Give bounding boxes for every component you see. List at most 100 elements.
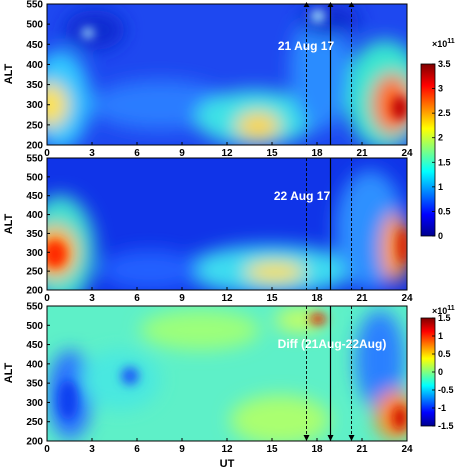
x-tick-label: 12 [221, 148, 233, 159]
colorbar-diff: -1.5 -1 -0.5 0 0.5 1 1.5 ×1011 [420, 305, 455, 431]
panel-diff: 0 3 6 9 12 15 18 21 24 200250300350400450500550 … [3, 302, 413, 471]
ut-marker-arrow [348, 435, 355, 441]
y-axis-label-21-aug: ALT [3, 63, 15, 84]
ut-marker-lines-22-aug [306, 158, 352, 290]
colorbar-top: 0 0.5 1 1.5 2 2.5 3 3.5 ×1011 [420, 38, 455, 241]
x-tick-label: 3 [89, 148, 95, 159]
x-ticks-diff: 0 3 6 9 12 15 18 21 24 [44, 438, 413, 455]
x-tick-label: 18 [311, 148, 323, 159]
y-tick-label: 250 [26, 267, 43, 278]
y-tick-label: 400 [26, 359, 43, 370]
y-ticks-22-aug: 200 250 300 350 400 450 500 550 [26, 154, 50, 297]
heatmap-22-aug [47, 158, 407, 290]
x-tick-label: 18 [311, 444, 323, 455]
colorbar-top-ticks: 0 0.5 1 1.5 2 2.5 3 3.5 [432, 59, 451, 241]
x-tick-label: 24 [401, 293, 413, 304]
y-tick-label: 550 [26, 0, 43, 11]
colorbar-tick-label: 0 [438, 231, 443, 241]
colorbar-tick-label: 1.5 [438, 313, 451, 323]
x-tick-label: 24 [401, 444, 413, 455]
colorbar-tick-label: -0.5 [438, 385, 454, 395]
y-tick-label: 550 [26, 302, 43, 313]
colorbar-tick-label: 0.5 [438, 349, 451, 359]
x-tick-label: 0 [44, 148, 50, 159]
ut-marker-arrow [303, 2, 310, 7]
y-tick-label: 400 [26, 60, 43, 71]
x-tick-label: 12 [221, 444, 233, 455]
x-tick-label: 3 [89, 293, 95, 304]
annotation-22-aug: 22 Aug 17 [274, 189, 331, 203]
y-ticks-21-aug: 200 250 300 350 400 450 500 550 [26, 0, 50, 152]
x-tick-label: 18 [311, 293, 323, 304]
heatmap-diff [47, 306, 407, 441]
x-tick-label: 12 [221, 293, 233, 304]
colorbar-tick-label: 1 [438, 182, 443, 192]
colorbar-tick-label: 1.5 [438, 157, 451, 167]
colorbar-tick-label: 3 [438, 84, 443, 94]
colorbar-tick-label: 2 [438, 133, 443, 143]
y-tick-label: 500 [26, 172, 43, 183]
y-tick-label: 300 [26, 248, 43, 259]
x-tick-label: 0 [44, 444, 50, 455]
x-tick-label: 15 [266, 444, 278, 455]
ut-marker-arrow [327, 2, 334, 7]
ut-marker-lines-21-aug [303, 2, 355, 145]
ut-marker-arrow [303, 435, 310, 441]
y-tick-label: 250 [26, 417, 43, 428]
y-tick-label: 200 [26, 437, 43, 448]
x-tick-label: 3 [89, 444, 95, 455]
colorbar-top-scale [420, 63, 436, 237]
colorbar-tick-label: 0 [438, 367, 443, 377]
x-tick-label: 24 [401, 148, 413, 159]
x-tick-label: 9 [179, 444, 185, 455]
y-tick-label: 250 [26, 120, 43, 131]
x-tick-label: 6 [134, 444, 140, 455]
y-tick-label: 500 [26, 20, 43, 31]
y-tick-label: 200 [26, 141, 43, 152]
colorbar-diff-ticks: -1.5 -1 -0.5 0 0.5 1 1.5 [432, 313, 454, 431]
x-tick-label: 15 [266, 148, 278, 159]
y-tick-label: 550 [26, 154, 43, 165]
colorbar-tick-label: -1 [438, 403, 446, 413]
y-tick-label: 450 [26, 340, 43, 351]
y-tick-label: 350 [26, 379, 43, 390]
y-tick-label: 350 [26, 80, 43, 91]
annotation-21-aug: 21 Aug 17 [278, 39, 335, 53]
y-tick-label: 200 [26, 286, 43, 297]
x-axis-label: UT [220, 458, 235, 470]
x-tick-label: 15 [266, 293, 278, 304]
annotation-diff: Diff (21Aug-22Aug) [278, 337, 387, 351]
y-axis-label-diff: ALT [3, 362, 15, 383]
y-tick-label: 450 [26, 191, 43, 202]
y-tick-label: 450 [26, 40, 43, 51]
colorbar-tick-label: 0.5 [438, 206, 451, 216]
x-tick-label: 9 [179, 293, 185, 304]
ut-marker-arrow [327, 435, 334, 441]
x-tick-label: 21 [356, 148, 368, 159]
y-tick-label: 300 [26, 100, 43, 111]
panel-21-aug: 0 3 6 9 12 15 18 21 24 200250300350400450500550 … [3, 0, 413, 159]
panel-22-aug: 0 3 6 9 12 15 18 21 24 200250300350400450500550 … [3, 154, 413, 305]
y-tick-label: 500 [26, 321, 43, 332]
ut-marker-arrow [348, 2, 355, 7]
heatmap-21-aug [47, 4, 407, 145]
x-ticks-21-aug: 0 3 6 9 12 15 18 21 24 [44, 142, 413, 159]
y-axis-label-22-aug: ALT [3, 213, 15, 234]
x-tick-label: 6 [134, 293, 140, 304]
y-ticks-diff: 200 250 300 350 400 450 500 550 [26, 302, 50, 448]
x-ticks-22-aug: 0 3 6 9 12 15 18 21 24 [44, 287, 413, 304]
x-tick-label: 9 [179, 148, 185, 159]
colorbar-top-exponent: ×1011 [432, 38, 455, 49]
y-tick-label: 400 [26, 210, 43, 221]
colorbar-tick-label: 3.5 [438, 59, 451, 69]
y-tick-label: 300 [26, 398, 43, 409]
x-tick-label: 21 [356, 444, 368, 455]
colorbar-tick-label: 1 [438, 331, 443, 341]
x-tick-label: 21 [356, 293, 368, 304]
y-tick-label: 350 [26, 229, 43, 240]
colorbar-diff-exponent: ×1011 [432, 305, 455, 316]
colorbar-tick-label: -1.5 [438, 421, 454, 431]
x-tick-label: 0 [44, 293, 50, 304]
x-tick-label: 6 [134, 148, 140, 159]
